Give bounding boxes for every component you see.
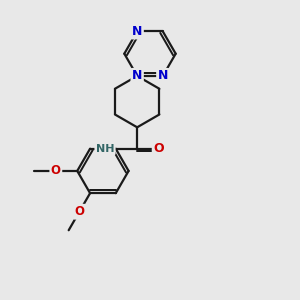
Text: NH: NH (96, 144, 114, 154)
Text: O: O (74, 205, 84, 218)
Text: O: O (51, 164, 61, 177)
Text: N: N (132, 69, 142, 82)
Text: N: N (158, 69, 168, 82)
Text: O: O (153, 142, 164, 155)
Text: N: N (132, 25, 142, 38)
